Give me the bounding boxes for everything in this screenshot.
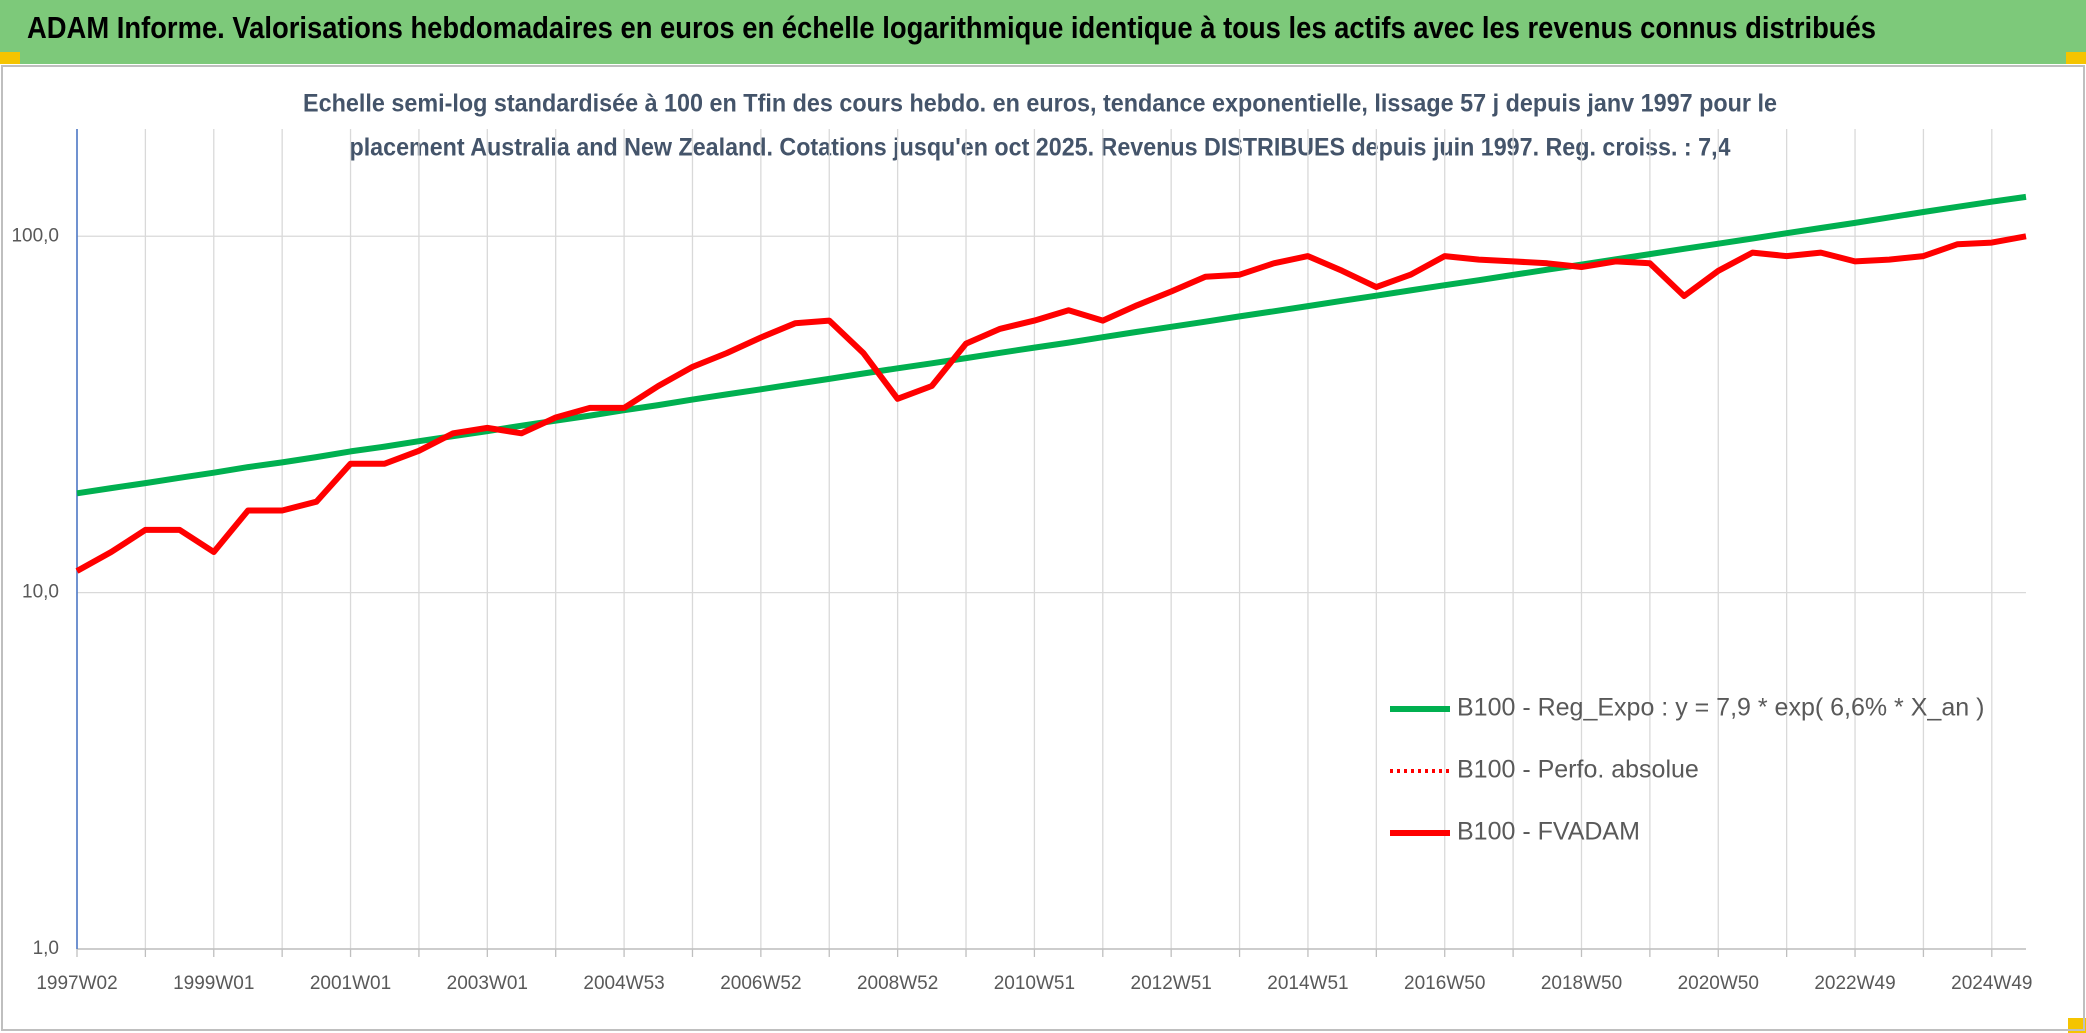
x-tick-label: 2012W51 <box>1131 973 1212 994</box>
header-bar <box>0 0 2086 64</box>
x-tick-label: 2022W49 <box>1814 973 1895 994</box>
chart-title: ADAM Informe. Valorisations hebdomadaire… <box>27 10 1876 45</box>
x-tick-label: 2003W01 <box>447 973 528 994</box>
x-tick-label: 1997W02 <box>36 973 117 994</box>
x-tick-label: 2001W01 <box>310 973 391 994</box>
chart-subtitle: placement Australia and New Zealand. Cot… <box>350 134 1731 162</box>
x-tick-label: 2006W52 <box>720 973 801 994</box>
x-tick-label: 1999W01 <box>173 973 254 994</box>
corner <box>0 52 20 64</box>
x-tick-label: 2004W53 <box>583 973 664 994</box>
corner <box>2066 52 2086 64</box>
chart-subtitle: Echelle semi-log standardisée à 100 en T… <box>303 90 1777 118</box>
chart-frame <box>1 65 2085 1031</box>
legend-label: B100 - Perfo. absolue <box>1457 756 1699 784</box>
legend-label: B100 - Reg_Expo : y = 7,9 * exp( 6,6% * … <box>1457 694 1984 722</box>
y-tick-label: 100,0 <box>11 225 59 246</box>
x-tick-label: 2024W49 <box>1951 973 2032 994</box>
legend-label: B100 - FVADAM <box>1457 818 1640 846</box>
y-tick-label: 1,0 <box>33 938 59 959</box>
x-tick-label: 2008W52 <box>857 973 938 994</box>
x-tick-label: 2020W50 <box>1678 973 1759 994</box>
y-tick-label: 10,0 <box>22 582 59 603</box>
series-line <box>76 193 2027 497</box>
x-tick-label: 2018W50 <box>1541 973 1622 994</box>
x-tick-label: 2016W50 <box>1404 973 1485 994</box>
x-tick-label: 2014W51 <box>1267 973 1348 994</box>
x-tick-label: 2010W51 <box>994 973 1075 994</box>
series-line <box>75 233 2027 574</box>
